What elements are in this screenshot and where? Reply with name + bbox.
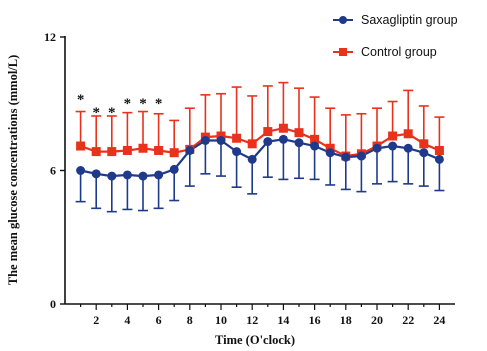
control-point (154, 145, 164, 155)
control-point (122, 145, 132, 155)
control-point (91, 147, 101, 157)
control-point (263, 127, 273, 137)
saxagliptin-point (403, 143, 413, 153)
control-point (76, 141, 86, 151)
y-tick-label: 0 (50, 297, 56, 311)
control-point (388, 131, 398, 141)
saxagliptin-point (169, 164, 179, 174)
x-tick-label: 16 (309, 313, 321, 327)
x-tick-label: 2 (93, 313, 99, 327)
x-tick-label: 24 (433, 313, 445, 327)
control-point (403, 129, 413, 139)
saxagliptin-point (216, 135, 226, 145)
legend-label-control: Control group (361, 45, 437, 59)
series-lines (80, 127, 440, 178)
control-point (138, 143, 148, 153)
saxagliptin-point (232, 147, 242, 157)
x-tick-label: 20 (371, 313, 383, 327)
saxagliptin-point (278, 134, 288, 144)
saxagliptin-point (247, 154, 257, 164)
saxagliptin-point (138, 171, 148, 181)
saxagliptin-point (372, 143, 382, 153)
significance-asterisk: * (92, 105, 100, 121)
saxagliptin-point (154, 170, 164, 180)
legend-item-control: Control group (333, 45, 437, 59)
saxagliptin-point (388, 141, 398, 151)
control-point (247, 139, 257, 149)
saxagliptin-point (325, 148, 335, 158)
saxagliptin-point (341, 152, 351, 162)
saxagliptin-error-bars (75, 139, 445, 213)
saxagliptin-point (76, 166, 86, 175)
control-point (294, 128, 304, 138)
significance-marks: * * * * * * (77, 92, 163, 121)
x-tick-label: 6 (156, 313, 162, 327)
legend-item-saxagliptin: Saxagliptin group (333, 13, 458, 27)
significance-asterisk: * (139, 96, 147, 112)
x-tick-label: 10 (215, 313, 227, 327)
x-tick-label: 4 (124, 313, 130, 327)
x-axis-title: Time (O'clock) (215, 333, 295, 347)
control-point (169, 148, 179, 158)
saxagliptin-point (200, 135, 210, 145)
significance-asterisk: * (77, 92, 85, 108)
control-point (278, 123, 288, 133)
saxagliptin-point (263, 137, 273, 147)
control-error-bars (75, 81, 445, 157)
series-markers (76, 123, 444, 181)
legend-marker-saxagliptin (339, 16, 347, 24)
legend-label-saxagliptin: Saxagliptin group (361, 13, 458, 27)
legend-marker-control (339, 48, 347, 56)
control-point (232, 133, 242, 143)
legend: Saxagliptin group Control group (333, 13, 458, 59)
significance-asterisk: * (155, 96, 163, 112)
control-point (419, 139, 429, 149)
saxagliptin-point (434, 154, 444, 164)
significance-asterisk: * (124, 96, 132, 112)
x-tick-label: 18 (340, 313, 352, 327)
control-point (434, 145, 444, 155)
saxagliptin-point (294, 138, 304, 148)
saxagliptin-point (122, 170, 132, 180)
control-point (107, 147, 117, 157)
significance-asterisk: * (108, 105, 116, 121)
x-tick-label: 12 (246, 313, 258, 327)
saxagliptin-point (185, 145, 195, 155)
saxagliptin-point (310, 141, 320, 151)
y-axis-title: The mean glucose concentrations (mmol/L) (6, 55, 20, 286)
saxagliptin-point (419, 148, 429, 158)
saxagliptin-point (356, 151, 366, 161)
saxagliptin-point (91, 169, 101, 179)
y-tick-label: 6 (50, 164, 56, 178)
control-point (310, 134, 320, 144)
saxagliptin-line (80, 138, 440, 178)
x-tick-label: 22 (402, 313, 414, 327)
axes (60, 36, 455, 310)
y-tick-label: 12 (44, 30, 56, 44)
x-tick-label: 14 (277, 313, 289, 327)
x-tick-label: 8 (187, 313, 193, 327)
saxagliptin-point (107, 171, 117, 181)
